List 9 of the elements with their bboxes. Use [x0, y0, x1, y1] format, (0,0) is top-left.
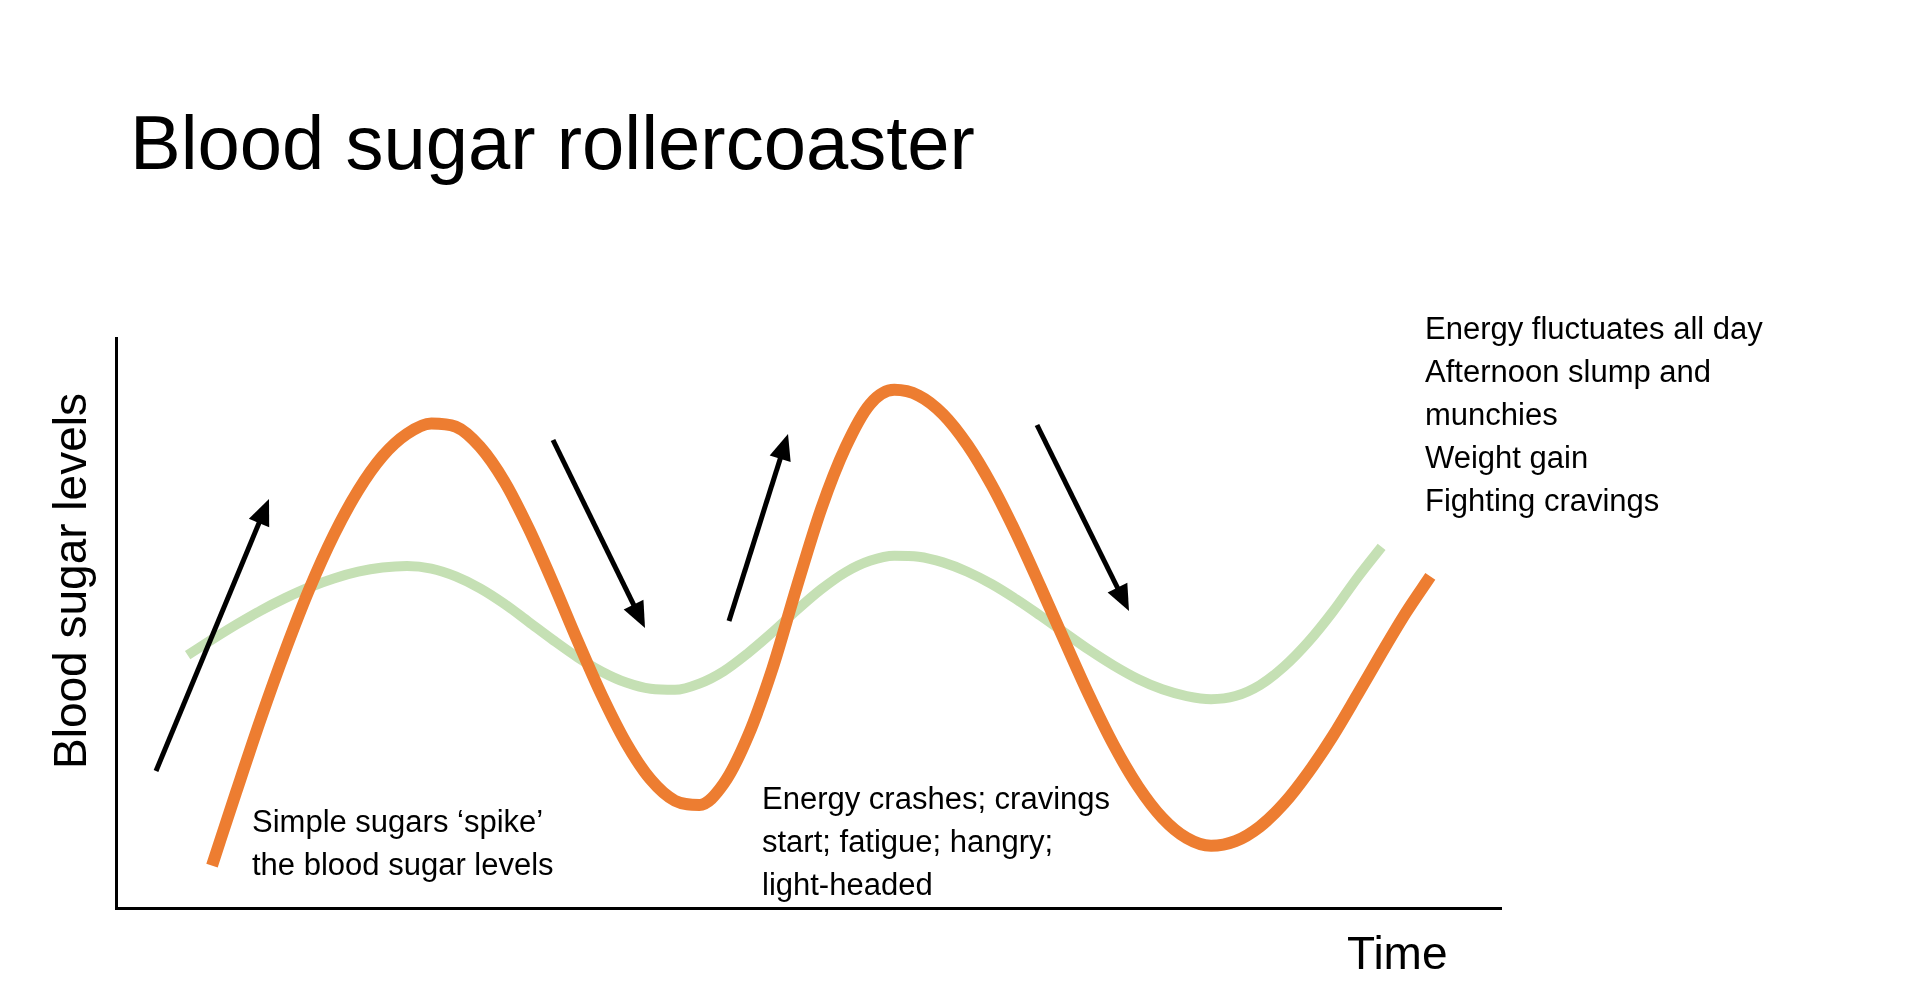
x-axis-title: Time — [1347, 927, 1448, 979]
annotation: Weight gain — [1425, 439, 1590, 477]
annotation: Simple sugars ‘spike’ the blood sugar levels — [252, 803, 555, 884]
annotation: Afternoon slump and munchies — [1425, 353, 1713, 434]
y-axis-title: Blood sugar levels — [44, 393, 96, 769]
annotation: Energy crashes; cravings start; fatigue; hangry; light-headed — [762, 780, 1112, 904]
text: Energy fluctuates all day — [1425, 310, 1764, 348]
chart-title: Blood sugar rollercoaster — [130, 100, 975, 185]
annotation: Fighting cravings — [1425, 482, 1661, 520]
